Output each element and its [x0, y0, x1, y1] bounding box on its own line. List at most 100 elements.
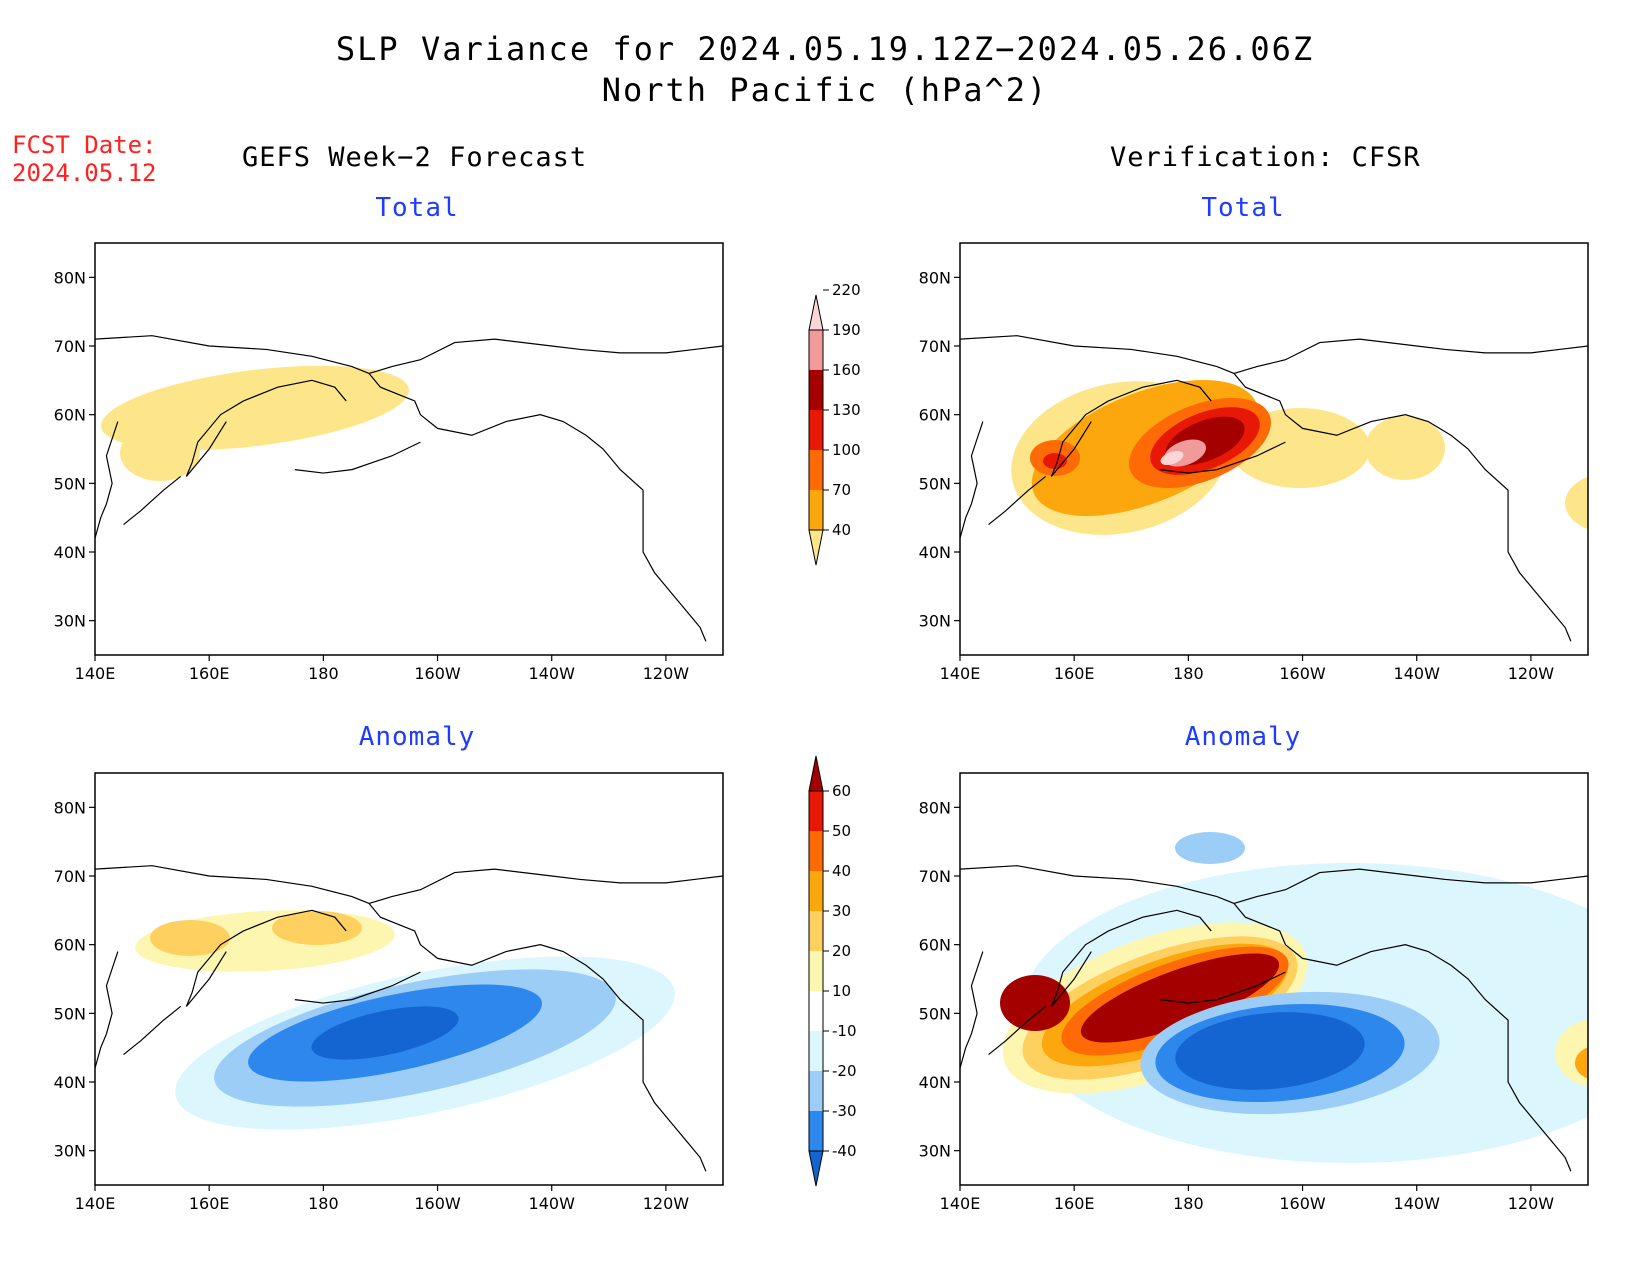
lon-tick-label: 180	[308, 1194, 339, 1213]
lon-tick-label: 160E	[1054, 1194, 1095, 1213]
coastline-8	[1159, 971, 1286, 1004]
lon-tick-label: 120W	[643, 664, 690, 683]
colorbar-segment	[809, 490, 823, 530]
coastline-3	[1233, 373, 1572, 642]
panel-label-total-right: Total	[1201, 193, 1285, 223]
lat-tick-label: 80N	[919, 268, 951, 287]
coastline-6	[960, 951, 984, 1069]
lon-tick-label: 160W	[1279, 664, 1326, 683]
field-contour-8	[1160, 451, 1184, 465]
lon-tick-label: 120W	[1508, 664, 1555, 683]
field-contour-7	[1000, 975, 1070, 1031]
lon-tick-label: 140W	[529, 1194, 576, 1213]
coastline-2	[1233, 868, 1588, 905]
figure-title-line1: SLP Variance for 2024.05.19.12Z−2024.05.…	[335, 30, 1315, 68]
coastlines	[95, 335, 723, 642]
lat-tick-label: 60N	[919, 406, 951, 425]
field-contour-12	[1565, 476, 1588, 530]
field-contour-14	[1595, 883, 1605, 963]
lat-tick-label: 70N	[919, 337, 951, 356]
coastline-6	[960, 421, 984, 539]
lat-tick-label: 70N	[919, 867, 951, 886]
colorbar-label: 160	[832, 361, 861, 379]
field-contour-2	[150, 920, 230, 956]
lon-tick-label: 140E	[940, 1194, 981, 1213]
field-contour-2	[120, 425, 200, 481]
lat-tick-label: 40N	[54, 1073, 86, 1092]
panel-label-total-left: Total	[375, 193, 459, 223]
colorbar-bottom-arrow	[808, 529, 824, 566]
coastlines	[960, 865, 1588, 1172]
fcst-date-value: 2024.05.12	[12, 159, 157, 187]
lon-tick-label: 180	[1173, 664, 1204, 683]
lon-tick-label: 140E	[75, 664, 116, 683]
colorbar-label: -40	[832, 1142, 857, 1160]
plot-frame	[94, 242, 724, 656]
coastlines	[95, 865, 723, 1172]
coastline-6	[95, 421, 119, 539]
coastlines	[960, 335, 1588, 642]
coastline-1	[960, 865, 1235, 905]
lat-tick-label: 50N	[919, 474, 951, 493]
lon-tick-label: 120W	[643, 1194, 690, 1213]
coastline-5	[1108, 379, 1212, 402]
lat-tick-label: 40N	[919, 1073, 951, 1092]
field-layer	[1011, 380, 1588, 535]
coastline-8	[1159, 441, 1286, 474]
map-gefs-anomaly: 80N 70N 60N 50N 40N 30N 140E 160E 180 160W 140W 120…	[54, 772, 724, 1213]
fcst-date-label: FCST Date:	[12, 131, 157, 159]
colorbar-segment	[809, 1071, 823, 1111]
colorbar-label: 60	[832, 782, 851, 800]
colorbar-label: 50	[832, 822, 851, 840]
colorbar-segment	[809, 1031, 823, 1071]
lat-tick-label: 40N	[54, 543, 86, 562]
colorbar-label: 30	[832, 902, 851, 920]
colorbar-bottom-arrow	[808, 1150, 824, 1187]
lat-tick-label: 60N	[54, 406, 86, 425]
coastline-3	[1233, 903, 1572, 1172]
left-column-title: GEFS Week−2 Forecast	[242, 142, 588, 173]
coastline-5	[243, 379, 347, 402]
colorbar-label: 40	[832, 521, 851, 539]
lat-tick-label: 30N	[54, 1142, 86, 1161]
colorbar-label: 40	[832, 862, 851, 880]
colorbar-segment	[809, 450, 823, 490]
lat-tick-label: 30N	[919, 1142, 951, 1161]
colorbar-total: 220 190 160 130 100 70 40	[808, 281, 861, 566]
lon-tick-label: 180	[1173, 1194, 1204, 1213]
colorbar-segment	[809, 831, 823, 871]
field-contour-7	[311, 1006, 459, 1060]
colorbar-segment	[809, 330, 823, 370]
coastline-1	[95, 865, 370, 905]
lon-tick-label: 160W	[414, 1194, 461, 1213]
lat-tick-label: 40N	[919, 543, 951, 562]
colorbar-segment	[809, 410, 823, 450]
coastline-4	[185, 930, 244, 1007]
map-gefs-total: 80N 70N 60N 50N 40N 30N 140E 160E 180 160W 140W 120…	[54, 242, 724, 683]
colorbar-segment	[809, 871, 823, 911]
field-layer	[1000, 832, 1605, 1163]
colorbar-label: -10	[832, 1022, 857, 1040]
colorbar-label: 220	[832, 281, 861, 299]
coastline-5	[1108, 909, 1212, 932]
colorbar-segment	[809, 911, 823, 951]
coastline-3	[368, 903, 707, 1172]
lon-tick-label: 160W	[414, 664, 461, 683]
colorbar-label: 10	[832, 982, 851, 1000]
lat-tick-label: 50N	[54, 1004, 86, 1023]
lat-tick-label: 80N	[54, 268, 86, 287]
coastline-6	[95, 951, 119, 1069]
coastline-8	[294, 971, 421, 1004]
coastline-2	[368, 338, 723, 375]
map-cfsr-total: 80N 70N 60N 50N 40N 30N 140E 160E 180 160W 140W 120…	[919, 242, 1589, 683]
lon-tick-label: 180	[308, 664, 339, 683]
coastline-7	[123, 1005, 182, 1056]
lat-tick-label: 80N	[54, 798, 86, 817]
colorbar-label: -30	[832, 1102, 857, 1120]
right-column-title: Verification: CFSR	[1110, 142, 1421, 173]
field-contour-6	[1080, 953, 1280, 1043]
coastline-2	[1233, 338, 1588, 375]
panel-label-anomaly-left: Anomaly	[358, 722, 476, 752]
map-cfsr-anomaly: 80N 70N 60N 50N 40N 30N 140E 160E 180 160W 140W 120…	[919, 772, 1605, 1213]
colorbar-segment	[809, 1111, 823, 1151]
